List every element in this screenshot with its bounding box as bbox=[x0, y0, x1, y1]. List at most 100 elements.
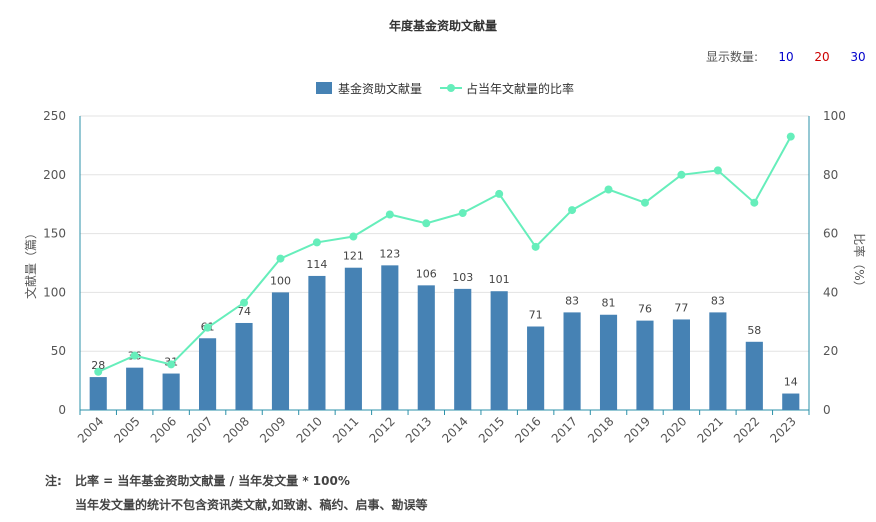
x-tick-label: 2004 bbox=[75, 414, 106, 445]
bar-data-label: 106 bbox=[416, 267, 437, 280]
y-left-tick-label: 100 bbox=[43, 285, 66, 299]
y-right-tick-label: 40 bbox=[823, 285, 838, 299]
bar-series bbox=[89, 265, 800, 410]
ratio-point bbox=[640, 198, 649, 207]
bar-data-label: 83 bbox=[711, 294, 725, 307]
x-tick-label: 2018 bbox=[585, 414, 616, 445]
bar-data-labels: 2836316174100114121123106103101718381767… bbox=[91, 247, 798, 388]
ratio-point bbox=[786, 132, 795, 141]
ratio-point bbox=[531, 242, 540, 251]
axes bbox=[79, 116, 810, 415]
ratio-point bbox=[568, 206, 577, 215]
display-count-label: 显示数量: bbox=[705, 50, 758, 64]
note-line-1: 注: 比率 = 当年基金资助文献量 / 当年发文量 * 100% bbox=[45, 472, 350, 489]
x-tick-label: 2011 bbox=[330, 414, 361, 445]
x-tick-label: 2019 bbox=[622, 414, 653, 445]
y-right-tick-label: 0 bbox=[823, 403, 831, 417]
chart-title: 年度基金资助文献量 bbox=[389, 18, 497, 33]
bar-data-label: 71 bbox=[529, 309, 543, 322]
ratio-point bbox=[385, 210, 394, 219]
display-count-option-20[interactable]: 20 bbox=[814, 50, 830, 64]
ratio-point bbox=[276, 254, 285, 263]
y-left-tick-labels: 0 50 100 150 200 250 bbox=[43, 109, 66, 417]
ratio-point bbox=[495, 189, 504, 198]
line-series bbox=[94, 132, 795, 376]
bar bbox=[490, 291, 508, 410]
note-exclusion: 当年发文量的统计不包含资讯类文献,如致谢、稿约、启事、勘误等 bbox=[75, 498, 428, 512]
ratio-point bbox=[750, 198, 759, 207]
x-tick-label: 2006 bbox=[148, 414, 179, 445]
y-right-tick-labels: 0 20 40 60 80 100 bbox=[823, 109, 846, 417]
bar bbox=[162, 373, 180, 410]
bar bbox=[782, 393, 800, 410]
x-tick-labels: 2004 2005 2006 2007 2008 2009 2010 2011 2012 2013… bbox=[75, 414, 799, 445]
legend-line-marker bbox=[447, 84, 455, 92]
x-tick-label: 2013 bbox=[403, 414, 434, 445]
bar-data-label: 14 bbox=[784, 376, 798, 389]
gridlines bbox=[80, 115, 809, 352]
bar-data-label: 28 bbox=[91, 359, 105, 372]
bar bbox=[308, 275, 326, 410]
bar-data-label: 103 bbox=[452, 271, 473, 284]
bar-data-label: 81 bbox=[602, 297, 616, 310]
bar-data-label: 101 bbox=[489, 273, 510, 286]
bar-data-label: 121 bbox=[343, 250, 364, 263]
display-count-control: 显示数量: 10 20 30 bbox=[706, 48, 876, 65]
y-left-tick-label: 250 bbox=[43, 109, 66, 123]
x-tick-label: 2017 bbox=[549, 414, 580, 445]
bar bbox=[636, 320, 654, 410]
y-left-tick-label: 150 bbox=[43, 227, 66, 241]
x-tick-label: 2012 bbox=[366, 414, 397, 445]
note-ratio-formula: 比率 = 当年基金资助文献量 / 当年发文量 * 100% bbox=[75, 474, 350, 488]
x-tick-label: 2010 bbox=[294, 414, 325, 445]
x-tick-label: 2005 bbox=[111, 414, 142, 445]
display-count-option-30[interactable]: 30 bbox=[850, 50, 866, 64]
ratio-point bbox=[422, 219, 431, 228]
bar-data-label: 77 bbox=[674, 301, 688, 314]
y-right-tick-label: 60 bbox=[823, 227, 838, 241]
ratio-point bbox=[713, 166, 722, 175]
bar-data-label: 76 bbox=[638, 303, 652, 316]
y-right-tick-label: 100 bbox=[823, 109, 846, 123]
y-left-tick-label: 200 bbox=[43, 168, 66, 182]
x-tick-label: 2020 bbox=[658, 414, 689, 445]
ratio-point bbox=[130, 351, 139, 360]
x-tick-label: 2015 bbox=[476, 414, 507, 445]
legend-bar-label: 基金资助文献量 bbox=[338, 81, 422, 96]
x-tick-label: 2022 bbox=[731, 414, 762, 445]
y-left-tick-label: 0 bbox=[58, 403, 66, 417]
legend[interactable]: 基金资助文献量 占当年文献量的比率 bbox=[316, 81, 574, 96]
bar bbox=[745, 341, 763, 410]
bar bbox=[271, 292, 290, 410]
bar bbox=[563, 312, 581, 410]
bar-data-label: 123 bbox=[379, 247, 400, 260]
y-right-tick-label: 20 bbox=[823, 344, 838, 358]
legend-bar-swatch bbox=[316, 82, 332, 94]
ratio-point bbox=[458, 209, 467, 218]
note-prefix: 注: bbox=[45, 474, 62, 488]
x-tick-label: 2007 bbox=[184, 414, 215, 445]
x-tick-label: 2016 bbox=[512, 414, 543, 445]
x-tick-label: 2008 bbox=[221, 414, 252, 445]
bar bbox=[417, 285, 435, 410]
bar-data-label: 114 bbox=[306, 258, 327, 271]
bar-data-label: 58 bbox=[747, 324, 761, 337]
ratio-point bbox=[349, 232, 358, 241]
ratio-point bbox=[677, 170, 686, 179]
ratio-point bbox=[604, 185, 613, 194]
bar-data-label: 74 bbox=[237, 305, 251, 318]
bar-data-label: 83 bbox=[565, 294, 579, 307]
x-tick-label: 2009 bbox=[257, 414, 288, 445]
display-count-option-10[interactable]: 10 bbox=[778, 50, 794, 64]
bar bbox=[89, 377, 107, 410]
legend-line-label: 占当年文献量的比率 bbox=[466, 81, 574, 96]
ratio-point bbox=[312, 238, 321, 247]
y-left-axis-title: 文献量（篇） bbox=[23, 227, 38, 299]
bar bbox=[199, 338, 217, 410]
bar bbox=[126, 367, 144, 410]
bar bbox=[599, 314, 618, 410]
ratio-point bbox=[240, 298, 249, 307]
x-tick-label: 2021 bbox=[694, 414, 725, 445]
x-tick-label: 2014 bbox=[439, 414, 470, 445]
